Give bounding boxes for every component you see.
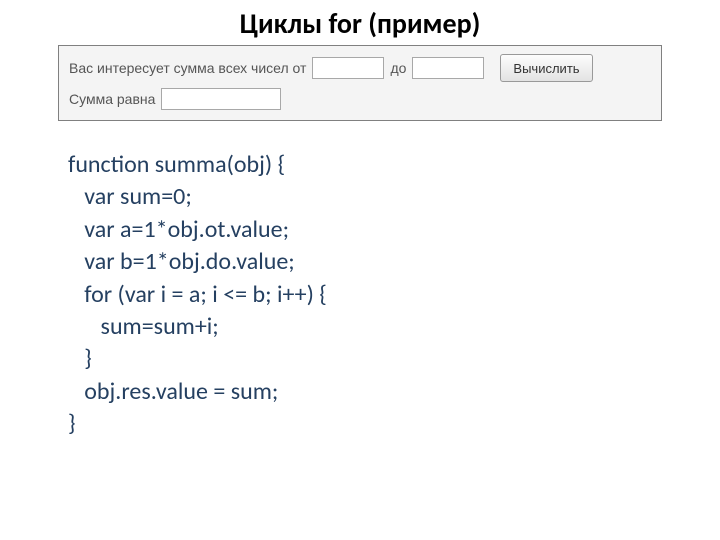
from-input[interactable] [312, 57, 384, 79]
form-row-inputs: Вас интересует сумма всех чисел от до Вы… [69, 54, 651, 82]
code-line: var b=1*obj.do.value; [68, 247, 295, 276]
calculate-button[interactable]: Вычислить [500, 54, 592, 82]
code-line: for (var i = a; i <= b; i++) { [68, 280, 327, 309]
code-line: var sum=0; [68, 182, 192, 211]
code-line: } [68, 409, 76, 438]
result-input[interactable] [161, 88, 281, 110]
code-block: function summa(obj) { var sum=0; var a=1… [68, 149, 720, 441]
prompt-prefix-label: Вас интересует сумма всех чисел от [69, 60, 306, 76]
code-line: function summa(obj) { [68, 150, 285, 179]
code-line: } [68, 344, 92, 373]
form-row-result: Сумма равна [69, 88, 651, 110]
code-line: obj.res.value = sum; [68, 377, 278, 406]
to-input[interactable] [412, 57, 484, 79]
result-label: Сумма равна [69, 91, 155, 107]
example-form-panel: Вас интересует сумма всех чисел от до Вы… [58, 45, 662, 121]
code-line: sum=sum+i; [68, 312, 219, 341]
slide-title: Циклы for (пример) [0, 0, 720, 45]
prompt-to-label: до [390, 60, 406, 76]
code-line: var a=1*obj.ot.value; [68, 215, 289, 244]
